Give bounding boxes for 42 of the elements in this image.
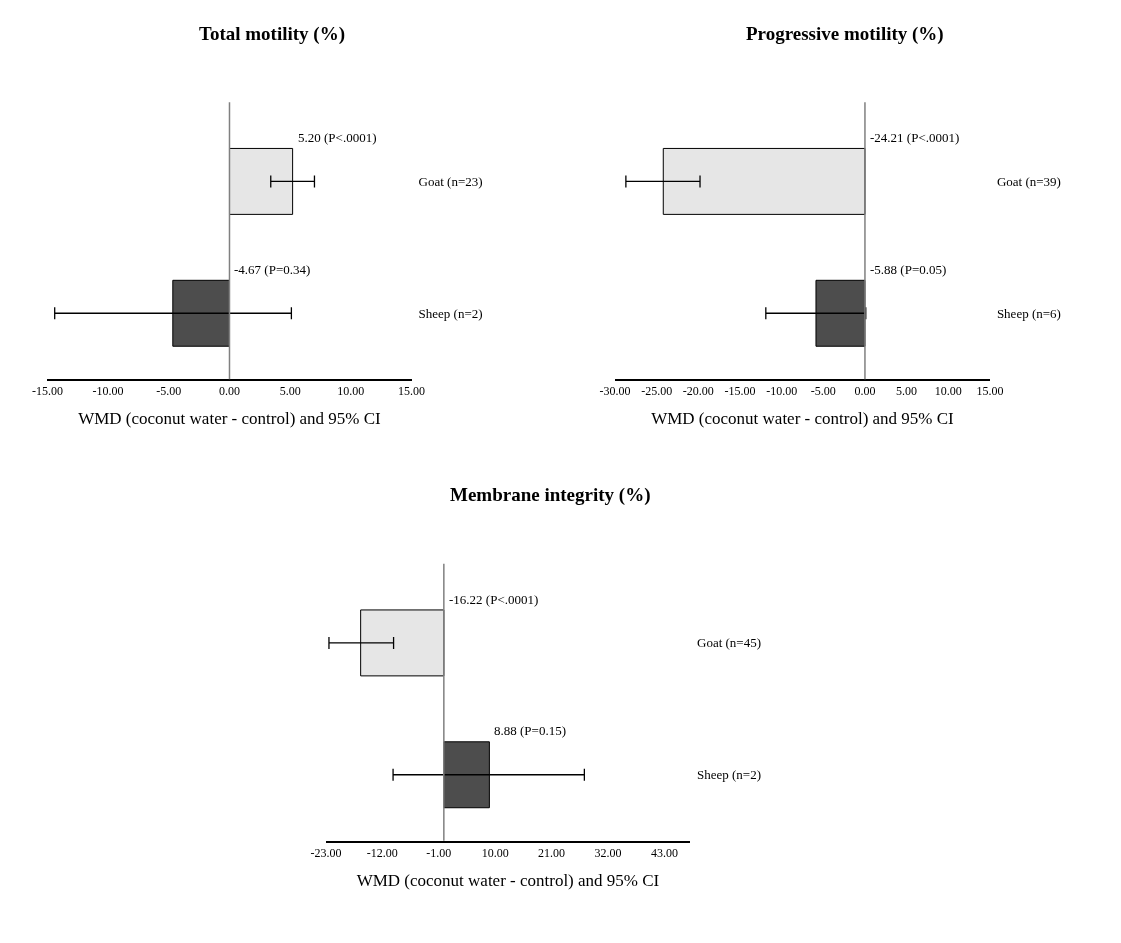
x-tick-label: 15.00 xyxy=(976,384,1004,399)
x-tick-label: -10.00 xyxy=(92,384,124,399)
chart-title: Total motility (%) xyxy=(199,23,346,45)
data-label: -5.88 (P=0.05) xyxy=(870,262,947,277)
data-label: 5.20 (P<.0001) xyxy=(298,130,377,145)
x-tick-label: 32.00 xyxy=(594,845,622,860)
x-tick-label: -12.00 xyxy=(366,845,398,860)
y-tick-label: Goat (n=45) xyxy=(697,635,762,651)
x-axis-title: WMD (coconut water - control) and 95% CI xyxy=(651,409,955,429)
x-tick-label: 21.00 xyxy=(538,845,566,860)
x-tick-label: -10.00 xyxy=(766,384,798,399)
y-tick-label: Sheep (n=2) xyxy=(418,305,483,321)
x-tick-label: 10.00 xyxy=(481,845,509,860)
x-tick-label: 5.00 xyxy=(279,384,301,399)
x-tick-label: -25.00 xyxy=(641,384,673,399)
x-tick-label: 15.00 xyxy=(398,384,426,399)
y-tick-label: Sheep (n=2) xyxy=(697,767,762,783)
x-tick-label: 43.00 xyxy=(650,845,678,860)
x-tick-label: -23.00 xyxy=(310,845,342,860)
data-label: -16.22 (P<.0001) xyxy=(449,592,539,607)
x-tick-label: 10.00 xyxy=(337,384,365,399)
y-tick-label: Sheep (n=6) xyxy=(996,305,1061,321)
x-tick-label: -5.00 xyxy=(156,384,182,399)
x-axis-title: WMD (coconut water - control) and 95% CI xyxy=(78,409,382,429)
x-tick-label: -5.00 xyxy=(810,384,836,399)
data-label: -4.67 (P=0.34) xyxy=(234,262,311,277)
x-tick-label: -1.00 xyxy=(426,845,452,860)
y-tick-label: Goat (n=23) xyxy=(418,173,483,189)
x-tick-label: -20.00 xyxy=(682,384,714,399)
chart-title: Progressive motility (%) xyxy=(746,23,944,45)
x-tick-label: -15.00 xyxy=(31,384,63,399)
x-tick-label: -30.00 xyxy=(599,384,631,399)
x-axis-title: WMD (coconut water - control) and 95% CI xyxy=(356,870,660,890)
x-tick-label: 10.00 xyxy=(934,384,962,399)
y-tick-label: Goat (n=39) xyxy=(996,173,1061,189)
x-tick-label: 0.00 xyxy=(854,384,876,399)
x-tick-label: 0.00 xyxy=(218,384,240,399)
data-label: -24.21 (P<.0001) xyxy=(870,130,960,145)
x-tick-label: 5.00 xyxy=(896,384,918,399)
data-label: 8.88 (P=0.15) xyxy=(494,723,566,738)
x-tick-label: -15.00 xyxy=(724,384,756,399)
chart-title: Membrane integrity (%) xyxy=(450,484,651,506)
